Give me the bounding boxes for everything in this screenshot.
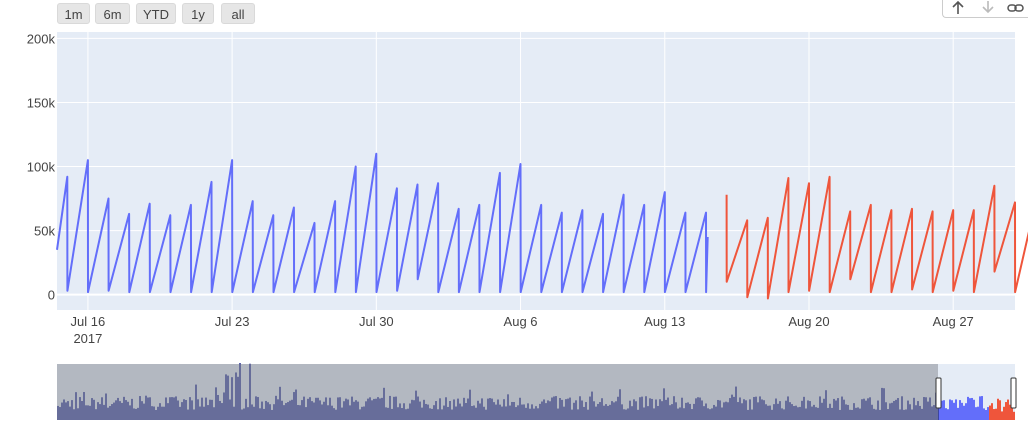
x-tick-label: Aug 13 — [644, 314, 685, 329]
x-tick-label: Jul 30 — [359, 314, 394, 329]
slider-preview-bar — [985, 409, 987, 420]
slider-preview-bar — [965, 403, 967, 420]
y-axis: 0 50k 100k 150k 200k — [27, 31, 56, 302]
x-axis: Jul 16 2017 Jul 23 Jul 30 Aug 6 Aug 13 Aug 20 A… — [71, 314, 974, 346]
range-slider-mask — [57, 364, 938, 420]
x-tick-sublabel: 2017 — [73, 331, 102, 346]
slider-preview-bar — [991, 403, 993, 420]
modebar — [942, 0, 1028, 18]
slider-preview-bar — [957, 407, 959, 420]
slider-preview-bar — [943, 400, 945, 420]
x-tick-label: Aug 6 — [504, 314, 538, 329]
slider-preview-bar — [949, 399, 951, 420]
y-gridlines — [57, 37, 1015, 296]
slider-preview-bar — [953, 402, 955, 420]
slider-preview-bar — [973, 399, 975, 420]
slider-preview-bar — [979, 396, 981, 420]
slider-preview-bar — [941, 400, 943, 420]
slider-preview-bar — [989, 405, 991, 420]
slider-preview-bar — [983, 408, 985, 420]
y-tick-label: 0 — [48, 288, 55, 303]
slider-preview-bar — [955, 399, 957, 420]
range-button-6m[interactable]: 6m — [95, 3, 130, 24]
slider-preview-bar — [981, 396, 983, 420]
slider-preview-bar — [1003, 406, 1005, 420]
slider-preview-bar — [995, 408, 997, 420]
y-tick-label: 50k — [34, 224, 55, 239]
slider-preview-bar — [971, 397, 973, 420]
slider-preview-bar — [959, 400, 961, 420]
arrow-up-icon[interactable] — [947, 0, 969, 16]
range-button-ytd[interactable]: YTD — [136, 3, 176, 24]
slider-preview-bar — [939, 401, 941, 420]
slider-preview-bar — [951, 400, 953, 420]
range-button-1m[interactable]: 1m — [57, 3, 90, 24]
slider-preview-bar — [987, 407, 989, 420]
y-tick-label: 200k — [27, 31, 56, 46]
x-tick-label: Jul 23 — [215, 314, 250, 329]
slider-preview-bar — [1005, 402, 1007, 420]
slider-preview-bar — [967, 396, 969, 420]
x-tick-label: Aug 20 — [788, 314, 829, 329]
y-tick-label: 100k — [27, 160, 56, 175]
arrow-down-icon[interactable] — [977, 0, 999, 16]
x-tick-label: Jul 16 — [71, 314, 106, 329]
slider-preview-bar — [1001, 411, 1003, 420]
y-tick-label: 150k — [27, 95, 56, 110]
slider-preview-bar — [1011, 407, 1013, 420]
slider-preview-bar — [993, 409, 995, 420]
range-button-1y[interactable]: 1y — [182, 3, 214, 24]
x-tick-label: Aug 27 — [933, 314, 974, 329]
slider-preview-bar — [1013, 411, 1015, 420]
slider-preview-bar — [969, 398, 971, 420]
slider-preview-bar — [1009, 404, 1011, 420]
slider-preview-bar — [963, 405, 965, 420]
link-icon[interactable] — [1005, 0, 1027, 16]
series-line-2 — [725, 175, 1028, 300]
slider-preview-bar — [977, 406, 979, 420]
slider-preview-bar — [999, 400, 1001, 420]
range-slider-handle-right[interactable] — [1010, 377, 1017, 409]
range-slider[interactable] — [57, 363, 1017, 420]
range-button-all[interactable]: all — [221, 3, 255, 24]
slider-preview-bar — [1007, 399, 1009, 420]
slider-preview-bar — [947, 409, 949, 420]
series-line-1 — [56, 152, 709, 294]
series-layer — [56, 152, 1028, 300]
range-slider-handle-left[interactable] — [935, 377, 942, 409]
slider-preview-bar — [945, 408, 947, 420]
slider-preview-bar — [975, 407, 977, 420]
slider-preview-bar — [997, 398, 999, 420]
slider-preview-bar — [961, 402, 963, 420]
